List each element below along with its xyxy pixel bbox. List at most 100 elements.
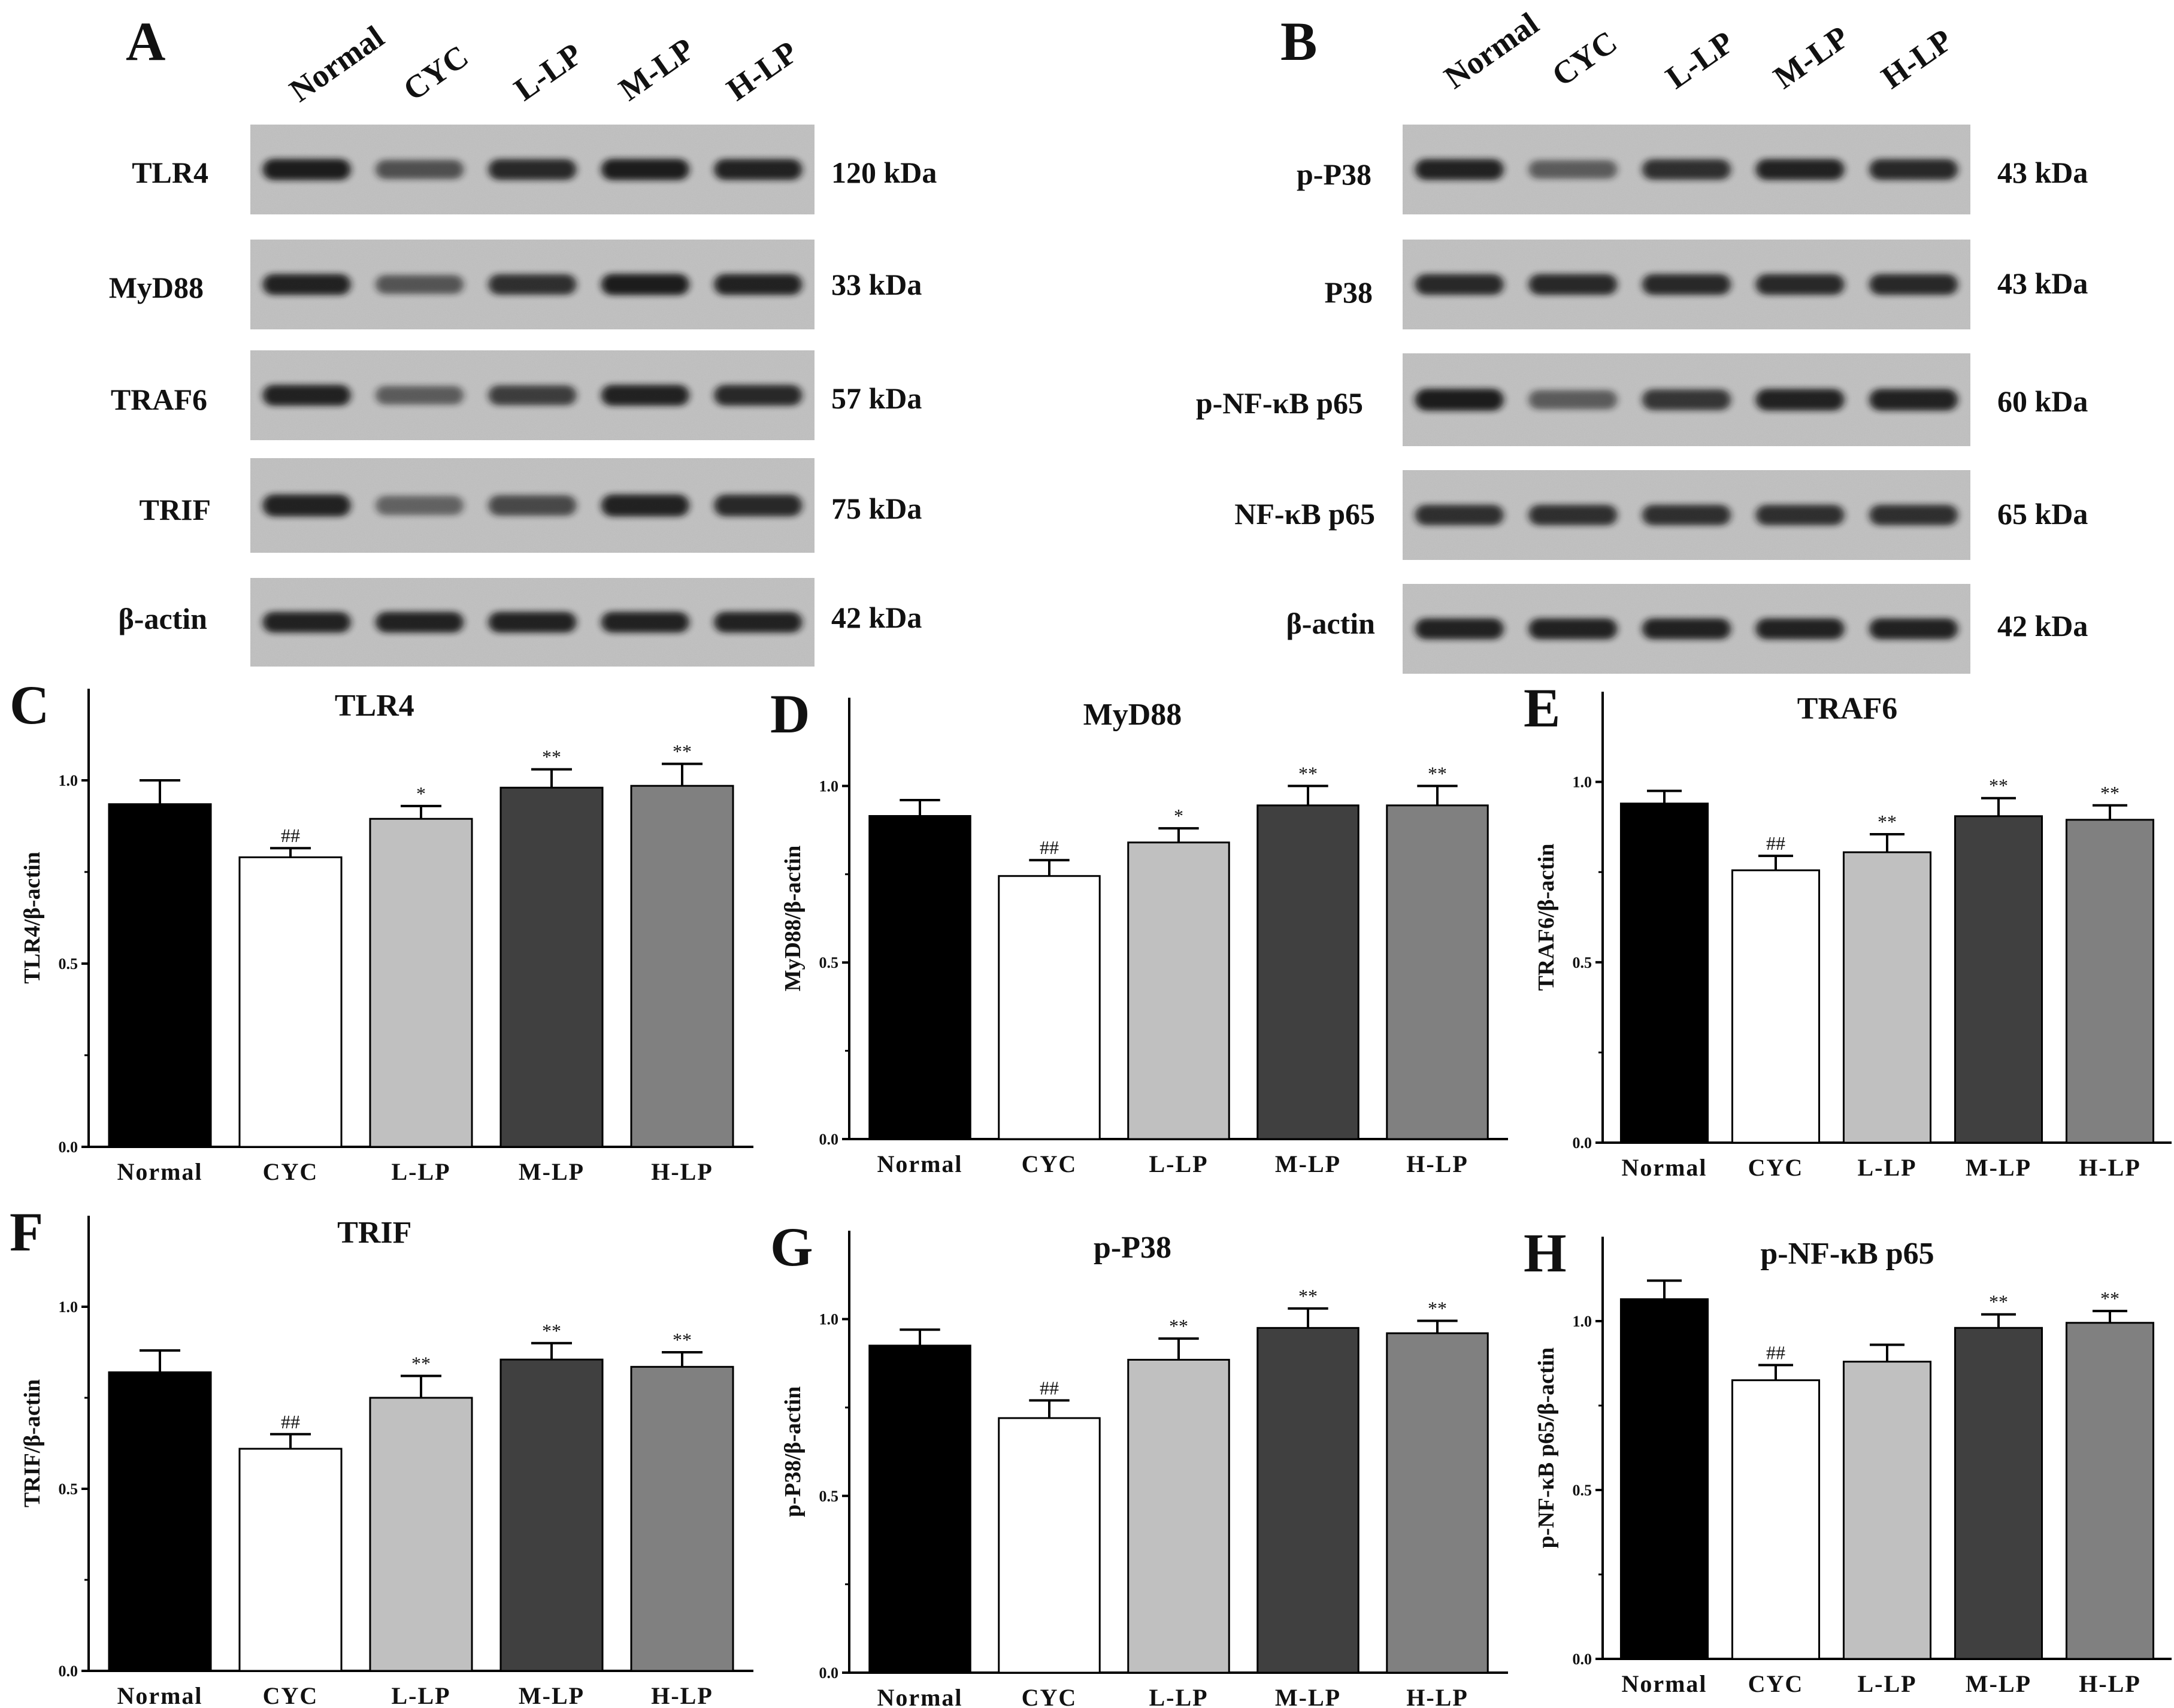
kda-label: 43 kDa — [1997, 267, 2088, 300]
bar-l-lp — [1842, 1361, 1932, 1660]
blot-strip — [1403, 353, 1970, 446]
significance-label: * — [416, 783, 426, 804]
significance-label: ** — [1878, 811, 1897, 832]
protein-band — [1415, 504, 1504, 526]
y-tick-label: 1.0 — [1573, 774, 1592, 791]
protein-label: p-NF-κB p65 — [1196, 386, 1363, 420]
x-tick-label: Normal — [1621, 1670, 1707, 1697]
significance-label: ** — [1428, 1298, 1447, 1319]
y-tick-label: 1.0 — [819, 777, 839, 795]
x-tick-label: H-LP — [1406, 1150, 1468, 1177]
protein-band — [1869, 159, 1958, 180]
lane-label: H-LP — [1875, 22, 1958, 96]
protein-band — [1642, 274, 1731, 295]
protein-band — [1755, 159, 1845, 180]
bar-normal — [1619, 802, 1709, 1144]
bar-cyc — [998, 1417, 1101, 1674]
protein-label: TRIF — [140, 493, 211, 526]
panel-letter: G — [770, 1216, 813, 1277]
x-tick-label: H-LP — [651, 1682, 713, 1708]
bar-l-lp — [1127, 841, 1230, 1140]
y-tick-label: 0.5 — [1573, 1482, 1592, 1499]
protein-band — [1528, 504, 1618, 526]
protein-band — [1528, 274, 1618, 295]
kda-label: 60 kDa — [1997, 384, 2088, 418]
protein-band — [1415, 274, 1504, 295]
bar-m-lp — [1256, 804, 1359, 1140]
protein-label: β-actin — [118, 602, 207, 635]
x-tick-label: CYC — [1748, 1670, 1804, 1697]
protein-band — [488, 495, 577, 516]
protein-band — [1755, 274, 1845, 295]
chart-title: TRIF — [337, 1216, 411, 1250]
protein-band — [601, 384, 689, 406]
protein-band — [601, 159, 689, 180]
significance-label: ** — [1428, 762, 1447, 784]
significance-label: ** — [2100, 1288, 2120, 1309]
protein-band — [714, 274, 803, 295]
bar-normal — [868, 815, 971, 1140]
panel-letter: F — [10, 1201, 43, 1262]
protein-band — [262, 159, 351, 180]
significance-label: ** — [1169, 1315, 1188, 1337]
significance-label: ## — [1040, 837, 1059, 858]
bar-cyc — [1731, 869, 1821, 1144]
bar-h-lp — [2065, 1322, 2155, 1660]
x-tick-label: Normal — [877, 1150, 962, 1177]
significance-label: * — [1174, 805, 1183, 826]
bar-l-lp — [1127, 1358, 1230, 1674]
x-tick-label: CYC — [263, 1158, 319, 1185]
blot-strip — [250, 125, 815, 214]
kda-label: 43 kDa — [1997, 156, 2088, 189]
bar-h-lp — [2065, 819, 2155, 1144]
y-tick-label: 0.0 — [1573, 1134, 1592, 1152]
protein-band — [376, 386, 464, 405]
lane-labels-b: Normal CYC L-LP M-LP H-LP — [1437, 5, 1958, 96]
protein-band — [488, 159, 577, 180]
blot-panel-a: A Normal CYC L-LP M-LP H-LP TLR4 120 kDa… — [109, 11, 937, 667]
bar-normal — [108, 803, 212, 1148]
bar-l-lp — [1842, 851, 1932, 1144]
protein-label: MyD88 — [109, 271, 204, 304]
protein-band — [262, 274, 351, 295]
protein-label: TLR4 — [132, 156, 208, 189]
y-axis-label: TLR4/β-actin — [20, 852, 45, 984]
x-tick-label: H-LP — [2079, 1154, 2141, 1181]
significance-label: ** — [1298, 1285, 1318, 1307]
x-tick-label: L-LP — [391, 1158, 450, 1185]
protein-band — [714, 611, 803, 633]
protein-band — [1415, 389, 1504, 411]
protein-band — [376, 160, 464, 179]
protein-band — [1755, 389, 1845, 411]
y-axis-label: p-P38/β-actin — [780, 1386, 806, 1517]
bar-normal — [108, 1371, 212, 1672]
lane-label: Normal — [1437, 5, 1545, 96]
panel-letter: E — [1524, 677, 1560, 738]
panel-letter-a: A — [126, 11, 165, 72]
y-axis-label: TRIF/β-actin — [20, 1379, 45, 1507]
y-tick-label: 1.0 — [59, 1298, 78, 1316]
protein-band — [488, 274, 577, 295]
panel-letter-b: B — [1280, 11, 1317, 72]
protein-band — [1755, 504, 1845, 526]
bar-m-lp — [1256, 1327, 1359, 1674]
lane-label: CYC — [1545, 24, 1623, 93]
significance-label: ** — [542, 1320, 561, 1341]
blot-row: P38 43 kDa — [1324, 240, 2088, 329]
lane-label: L-LP — [507, 36, 588, 108]
protein-band — [1869, 504, 1958, 526]
x-tick-label: CYC — [1022, 1150, 1077, 1177]
protein-band — [1642, 159, 1731, 180]
protein-band — [1755, 618, 1845, 640]
x-tick-label: H-LP — [1406, 1684, 1468, 1708]
chart-title: p-P38 — [1094, 1231, 1171, 1265]
y-tick-label: 1.0 — [819, 1311, 839, 1328]
lane-label: Normal — [283, 19, 390, 109]
protein-band — [376, 275, 464, 294]
protein-band — [1869, 274, 1958, 295]
bar-cyc — [238, 1447, 343, 1672]
blot-strip — [1403, 470, 1970, 560]
